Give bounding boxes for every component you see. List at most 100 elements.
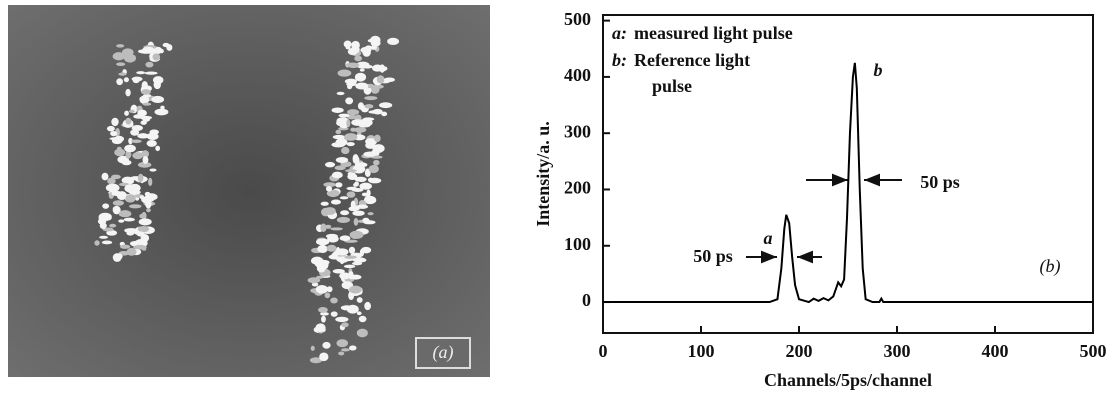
annotation: (b): [1040, 256, 1061, 277]
speckle: [101, 240, 113, 245]
annotation: 50 ps: [920, 172, 960, 192]
x-tick-label: 400: [982, 341, 1009, 361]
annotation: b: [874, 60, 883, 80]
speckle: [349, 285, 362, 294]
speckle: [345, 62, 360, 68]
speckle: [123, 217, 136, 222]
speckle: [99, 235, 109, 239]
speckle: [326, 189, 340, 198]
speckle: [142, 102, 152, 106]
speckle: [145, 199, 152, 209]
speckle: [310, 345, 315, 351]
speckle: [348, 291, 355, 301]
speckle: [106, 230, 118, 236]
speckle: [141, 89, 151, 95]
speckle: [102, 227, 114, 232]
speckle: [379, 102, 393, 109]
speckle: [116, 78, 124, 86]
speckle: [139, 213, 144, 219]
speckle: [326, 244, 337, 252]
speckle: [320, 201, 329, 206]
speckle: [112, 205, 121, 215]
speckle: [335, 247, 341, 256]
speckle: [354, 55, 362, 62]
speckle: [346, 82, 357, 87]
speckle: [381, 111, 388, 117]
speckle: [364, 96, 378, 101]
speckle: [336, 339, 349, 348]
speckle: [368, 177, 382, 184]
speckle: [315, 238, 330, 246]
speckle: [346, 119, 351, 128]
speckle: [345, 169, 357, 173]
speckle: [142, 156, 149, 164]
speckle: [339, 272, 351, 280]
speckle: [331, 171, 343, 179]
speckle: [376, 75, 385, 84]
x-tick-label: 500: [1080, 341, 1107, 361]
speckle: [335, 316, 349, 323]
speckle: [324, 161, 336, 168]
speckle: [324, 207, 336, 215]
speckle: [354, 127, 367, 133]
y-tick-label: 400: [564, 65, 591, 85]
speckle: [139, 95, 150, 105]
speckle: [109, 223, 117, 228]
speckle: [158, 48, 164, 54]
speckle: [116, 44, 125, 48]
speckle: [340, 305, 353, 311]
speckle: [359, 68, 365, 72]
speckle: [326, 286, 333, 293]
speckle: [315, 284, 329, 294]
speckle: [355, 82, 369, 90]
image-background: [8, 5, 490, 377]
speckle: [370, 39, 381, 47]
speckle: [325, 185, 333, 192]
annotation: 50 ps: [693, 246, 733, 266]
speckle: [119, 244, 131, 249]
speckle: [363, 151, 377, 157]
speckle: [330, 227, 343, 231]
image-label: (a): [433, 342, 454, 363]
speckle: [125, 88, 131, 97]
speckle: [362, 217, 370, 223]
speckle: [131, 76, 143, 82]
x-tick-label: 0: [599, 341, 608, 361]
speckle: [128, 109, 135, 113]
speckle: [341, 146, 350, 155]
x-tick-label: 300: [884, 341, 911, 361]
speckle: [315, 323, 326, 333]
speckle: [333, 199, 340, 205]
speckle: [151, 95, 165, 103]
data-line: [603, 62, 1093, 304]
speckle: [352, 154, 359, 163]
speckle: [123, 53, 137, 63]
speckle: [140, 120, 147, 125]
speckle: [387, 37, 400, 46]
speckle: [118, 219, 125, 223]
speckle: [334, 165, 346, 171]
speckle: [111, 191, 123, 197]
y-tick-label: 0: [582, 290, 591, 310]
speckle: [116, 62, 126, 67]
speckle: [324, 292, 331, 299]
speckle: [101, 172, 109, 181]
speckle: [137, 109, 147, 117]
speckle: [337, 69, 352, 77]
speckle: [354, 162, 368, 168]
speckle: [331, 107, 344, 113]
key-text: measured light pulse: [634, 23, 793, 43]
y-axis-label: Intensity/a. u.: [533, 121, 553, 227]
speckle: [351, 187, 364, 192]
key-text: Reference light: [634, 50, 750, 70]
arrows: [746, 173, 902, 264]
y-tick-label: 100: [564, 234, 591, 254]
speckle: [364, 104, 374, 109]
speckle: [352, 210, 365, 216]
speckle: [359, 248, 365, 257]
speckle: [364, 197, 370, 201]
speckle: [125, 194, 136, 203]
speckle: [369, 139, 376, 145]
speckle: [345, 97, 354, 105]
